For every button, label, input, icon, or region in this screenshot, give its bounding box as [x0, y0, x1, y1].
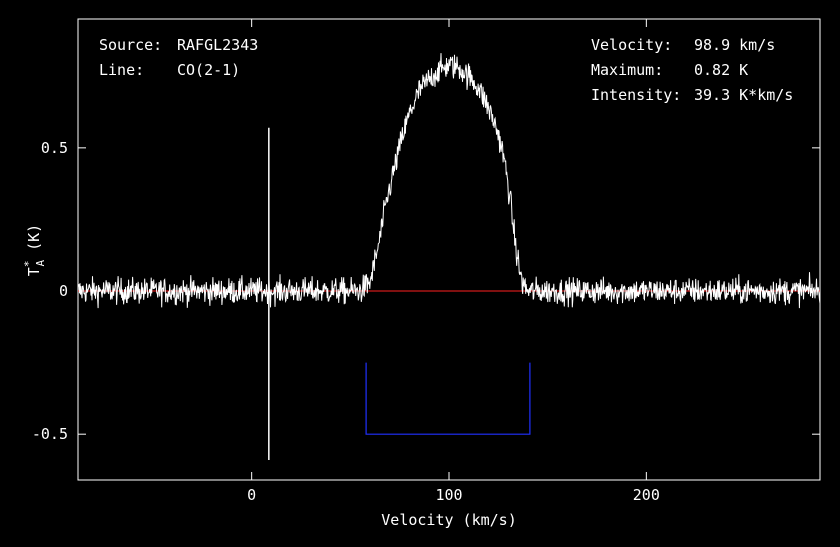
y-axis-title-unit: (K) [25, 224, 43, 260]
y-axis-title: T*A (K) [22, 224, 47, 276]
source-value: RAFGL2343 [177, 36, 258, 54]
y-tick-label: -0.5 [32, 425, 68, 443]
intensity-label: Intensity: [591, 86, 681, 104]
x-tick-label: 100 [435, 486, 462, 504]
x-tick-label: 200 [633, 486, 660, 504]
y-axis-title-main: T [25, 267, 43, 276]
y-tick-label: 0 [59, 282, 68, 300]
spectrum-line [77, 53, 821, 309]
line-label: Line: [99, 61, 144, 79]
x-axis-title: Velocity (km/s) [381, 511, 516, 529]
svg-text:T*A (K): T*A (K) [22, 224, 47, 276]
x-axis-ticks: 0 100 200 [247, 19, 660, 504]
integration-window-bracket [365, 362, 531, 435]
maximum-value: 0.82 K [694, 61, 748, 79]
y-axis-title-sup: * [22, 261, 35, 268]
velocity-label: Velocity: [591, 36, 672, 54]
source-label: Source: [99, 36, 162, 54]
y-tick-label: 0.5 [41, 139, 68, 157]
maximum-label: Maximum: [591, 61, 663, 79]
line-value: CO(2-1) [177, 61, 240, 79]
x-tick-label: 0 [247, 486, 256, 504]
velocity-value: 98.9 km/s [694, 36, 775, 54]
y-axis-title-sub: A [34, 260, 47, 267]
intensity-value: 39.3 K*km/s [694, 86, 793, 104]
